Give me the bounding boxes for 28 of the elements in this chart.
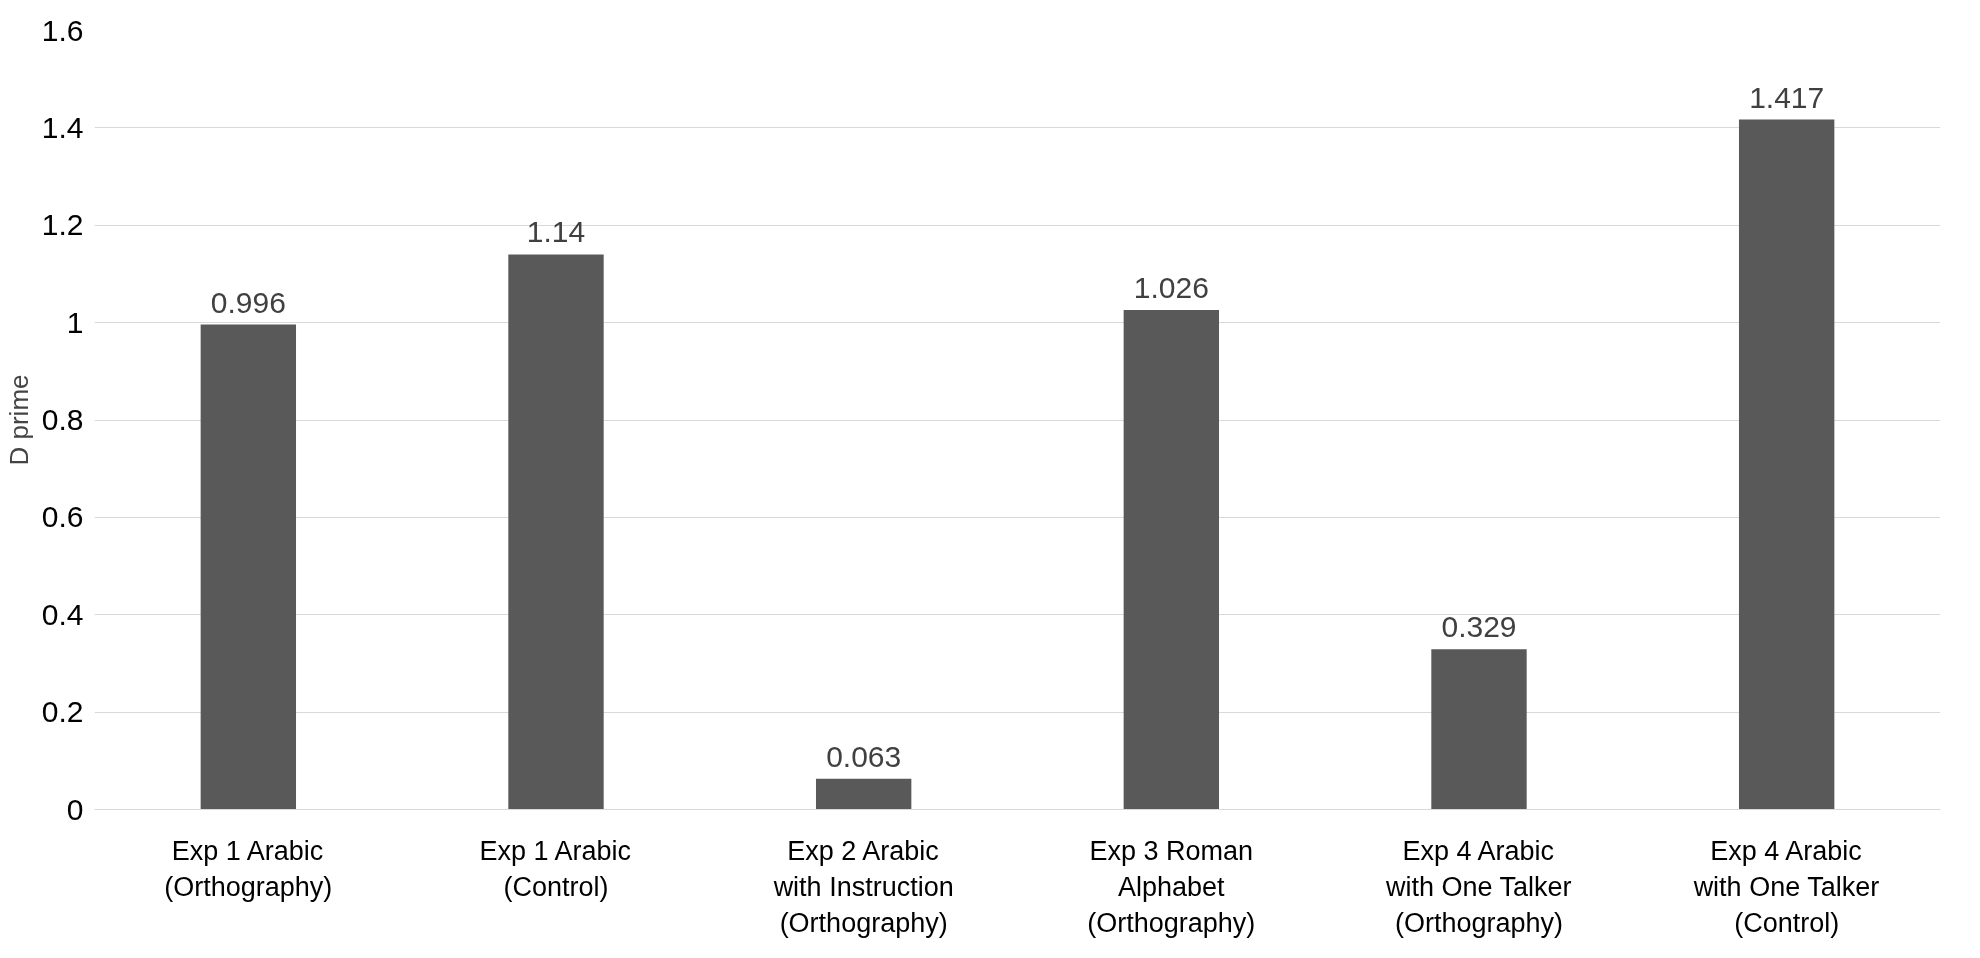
y-tick-label: 1.4 (41, 110, 84, 144)
bar (200, 324, 297, 810)
y-tick-label: 1.6 (41, 13, 84, 47)
bar (815, 778, 912, 810)
data-label: 1.14 (526, 215, 586, 249)
data-label: 0.063 (826, 739, 902, 773)
x-tick-label: Exp 1 Arabic (Orthography) (164, 835, 333, 902)
y-tick-label: 1 (66, 305, 84, 339)
x-tick-label: Exp 4 Arabic with One Talker (Control) (1692, 835, 1880, 938)
y-tick-label: 0.2 (41, 695, 84, 729)
bar (1123, 309, 1220, 810)
y-tick-label: 0 (66, 792, 84, 826)
bar (1738, 119, 1835, 810)
y-tick-label: 0.6 (41, 500, 84, 534)
x-tick-label: Exp 4 Arabic with One Talker (Orthography) (1384, 835, 1572, 938)
x-tick-label: Exp 1 Arabic (Control) (479, 835, 632, 902)
data-label: 0.329 (1441, 610, 1517, 644)
y-tick-label: 0.4 (41, 597, 84, 631)
y-tick-label: 1.2 (41, 208, 84, 242)
data-label: 0.996 (210, 285, 286, 319)
x-tick-label: Exp 2 Arabic with Instruction (Orthography) (772, 835, 954, 938)
x-tick-label: Exp 3 Roman Alphabet (Orthography) (1087, 835, 1256, 938)
bar (1431, 649, 1527, 810)
bar (508, 254, 604, 810)
data-label: 1.417 (1749, 80, 1825, 114)
data-label: 1.026 (1133, 270, 1209, 304)
y-axis-title: D prime (3, 374, 34, 466)
y-tick-label: 0.8 (41, 403, 84, 436)
